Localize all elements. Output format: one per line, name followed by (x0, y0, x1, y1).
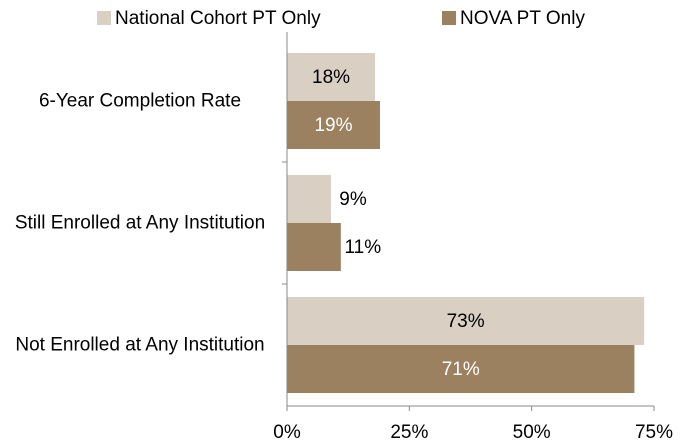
bar (287, 101, 380, 149)
data-label: 9% (339, 189, 367, 210)
x-tick-label: 25% (390, 422, 428, 443)
x-tick-label: 75% (635, 422, 673, 443)
bar (287, 223, 341, 271)
category-label: Still Enrolled at Any Institution (14, 212, 266, 234)
x-tick-label: 0% (273, 422, 301, 443)
bar (287, 175, 332, 223)
legend-label: NOVA PT Only (460, 8, 585, 29)
category-label: 6-Year Completion Rate (38, 90, 242, 112)
bar (287, 297, 645, 345)
bar (287, 345, 635, 393)
x-tick-label: 50% (513, 422, 551, 443)
data-label: 11% (345, 237, 382, 258)
data-label: 18% (312, 67, 350, 88)
data-label: 73% (447, 311, 485, 332)
data-label: 19% (314, 115, 352, 136)
data-label: 71% (442, 359, 480, 380)
legend-swatch (442, 11, 456, 25)
legend-label: National Cohort PT Only (115, 8, 321, 29)
legend-swatch (97, 11, 111, 25)
category-label: Not Enrolled at Any Institution (15, 334, 265, 356)
bar (287, 53, 376, 101)
